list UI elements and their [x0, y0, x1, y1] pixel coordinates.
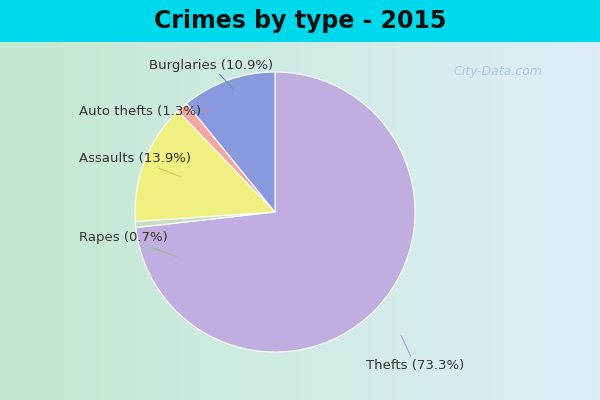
Wedge shape: [136, 212, 275, 228]
Text: City-Data.com: City-Data.com: [454, 66, 542, 78]
Wedge shape: [178, 104, 275, 212]
Text: Crimes by type - 2015: Crimes by type - 2015: [154, 9, 446, 33]
Wedge shape: [136, 72, 415, 352]
Wedge shape: [135, 111, 275, 222]
Text: Rapes (0.7%): Rapes (0.7%): [79, 231, 177, 257]
Wedge shape: [187, 72, 275, 212]
Bar: [0, 0, 600, 42]
Text: Thefts (73.3%): Thefts (73.3%): [366, 335, 464, 372]
Text: Auto thefts (1.3%): Auto thefts (1.3%): [79, 105, 209, 118]
Text: Assaults (13.9%): Assaults (13.9%): [79, 152, 191, 177]
Text: Burglaries (10.9%): Burglaries (10.9%): [149, 58, 273, 89]
